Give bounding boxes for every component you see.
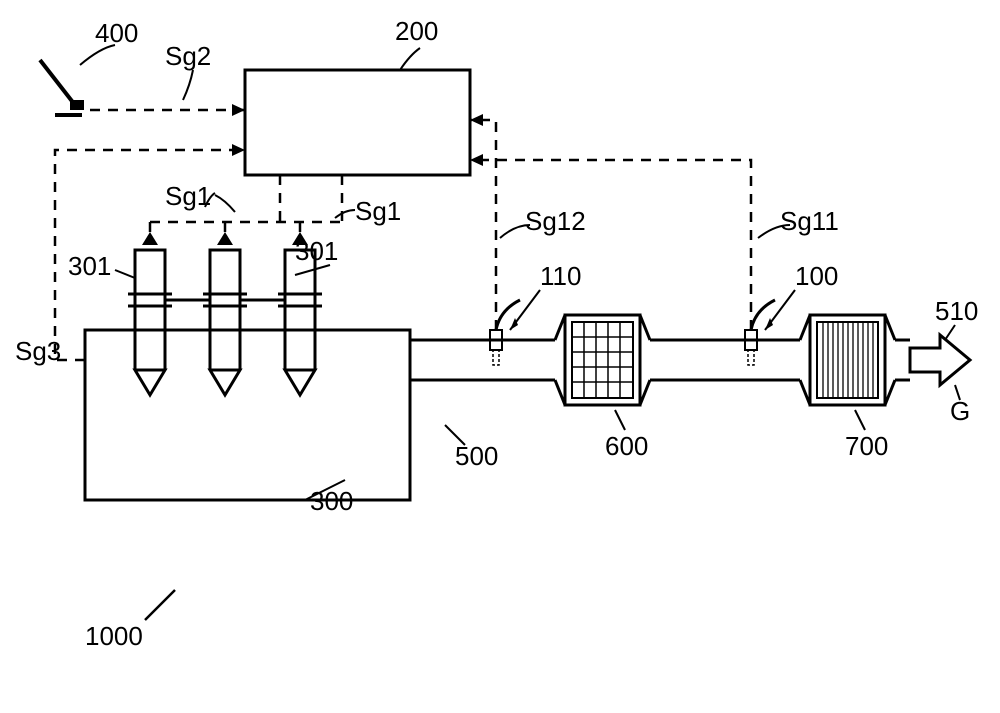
label-pipe: 500	[455, 441, 498, 471]
injector-2	[203, 232, 247, 395]
label-system: 1000	[85, 621, 143, 651]
lead-301-right	[295, 265, 330, 275]
label-injector-right: 301	[295, 236, 338, 266]
label-sensor1: 110	[540, 261, 581, 291]
pedal	[40, 60, 84, 115]
injector-1	[128, 232, 172, 395]
label-sg1-right: Sg1	[355, 196, 401, 226]
catalyst-1	[555, 315, 650, 405]
ecu-box	[245, 70, 470, 175]
label-injector-left: 301	[68, 251, 111, 281]
pedal-lead	[80, 45, 115, 65]
lead-301-left	[115, 270, 135, 278]
label-sg12: Sg12	[525, 206, 586, 236]
catalyst-2	[800, 315, 895, 405]
label-gas: G	[950, 396, 970, 426]
sensor-1	[490, 300, 520, 365]
lead-600	[615, 410, 625, 430]
lead-1000	[145, 590, 175, 620]
label-sensor2: 100	[795, 261, 838, 291]
sensor-2	[745, 300, 775, 365]
label-cat2: 700	[845, 431, 888, 461]
label-cat1: 600	[605, 431, 648, 461]
label-sg11: Sg11	[780, 206, 839, 236]
signal-sg12	[470, 120, 496, 330]
output-arrow	[910, 335, 970, 385]
exhaust-pipe	[410, 340, 910, 380]
label-ecu: 200	[395, 16, 438, 46]
schematic-diagram: 200 400 300	[0, 0, 1000, 713]
ecu-lead	[400, 48, 420, 70]
label-sg2: Sg2	[165, 41, 211, 71]
label-engine: 300	[310, 486, 353, 516]
lead-510	[945, 325, 955, 340]
label-sg1-left: Sg1	[165, 181, 211, 211]
label-outlet: 510	[935, 296, 978, 326]
label-pedal: 400	[95, 18, 138, 48]
label-sg3: Sg3	[15, 336, 61, 366]
lead-700	[855, 410, 865, 430]
